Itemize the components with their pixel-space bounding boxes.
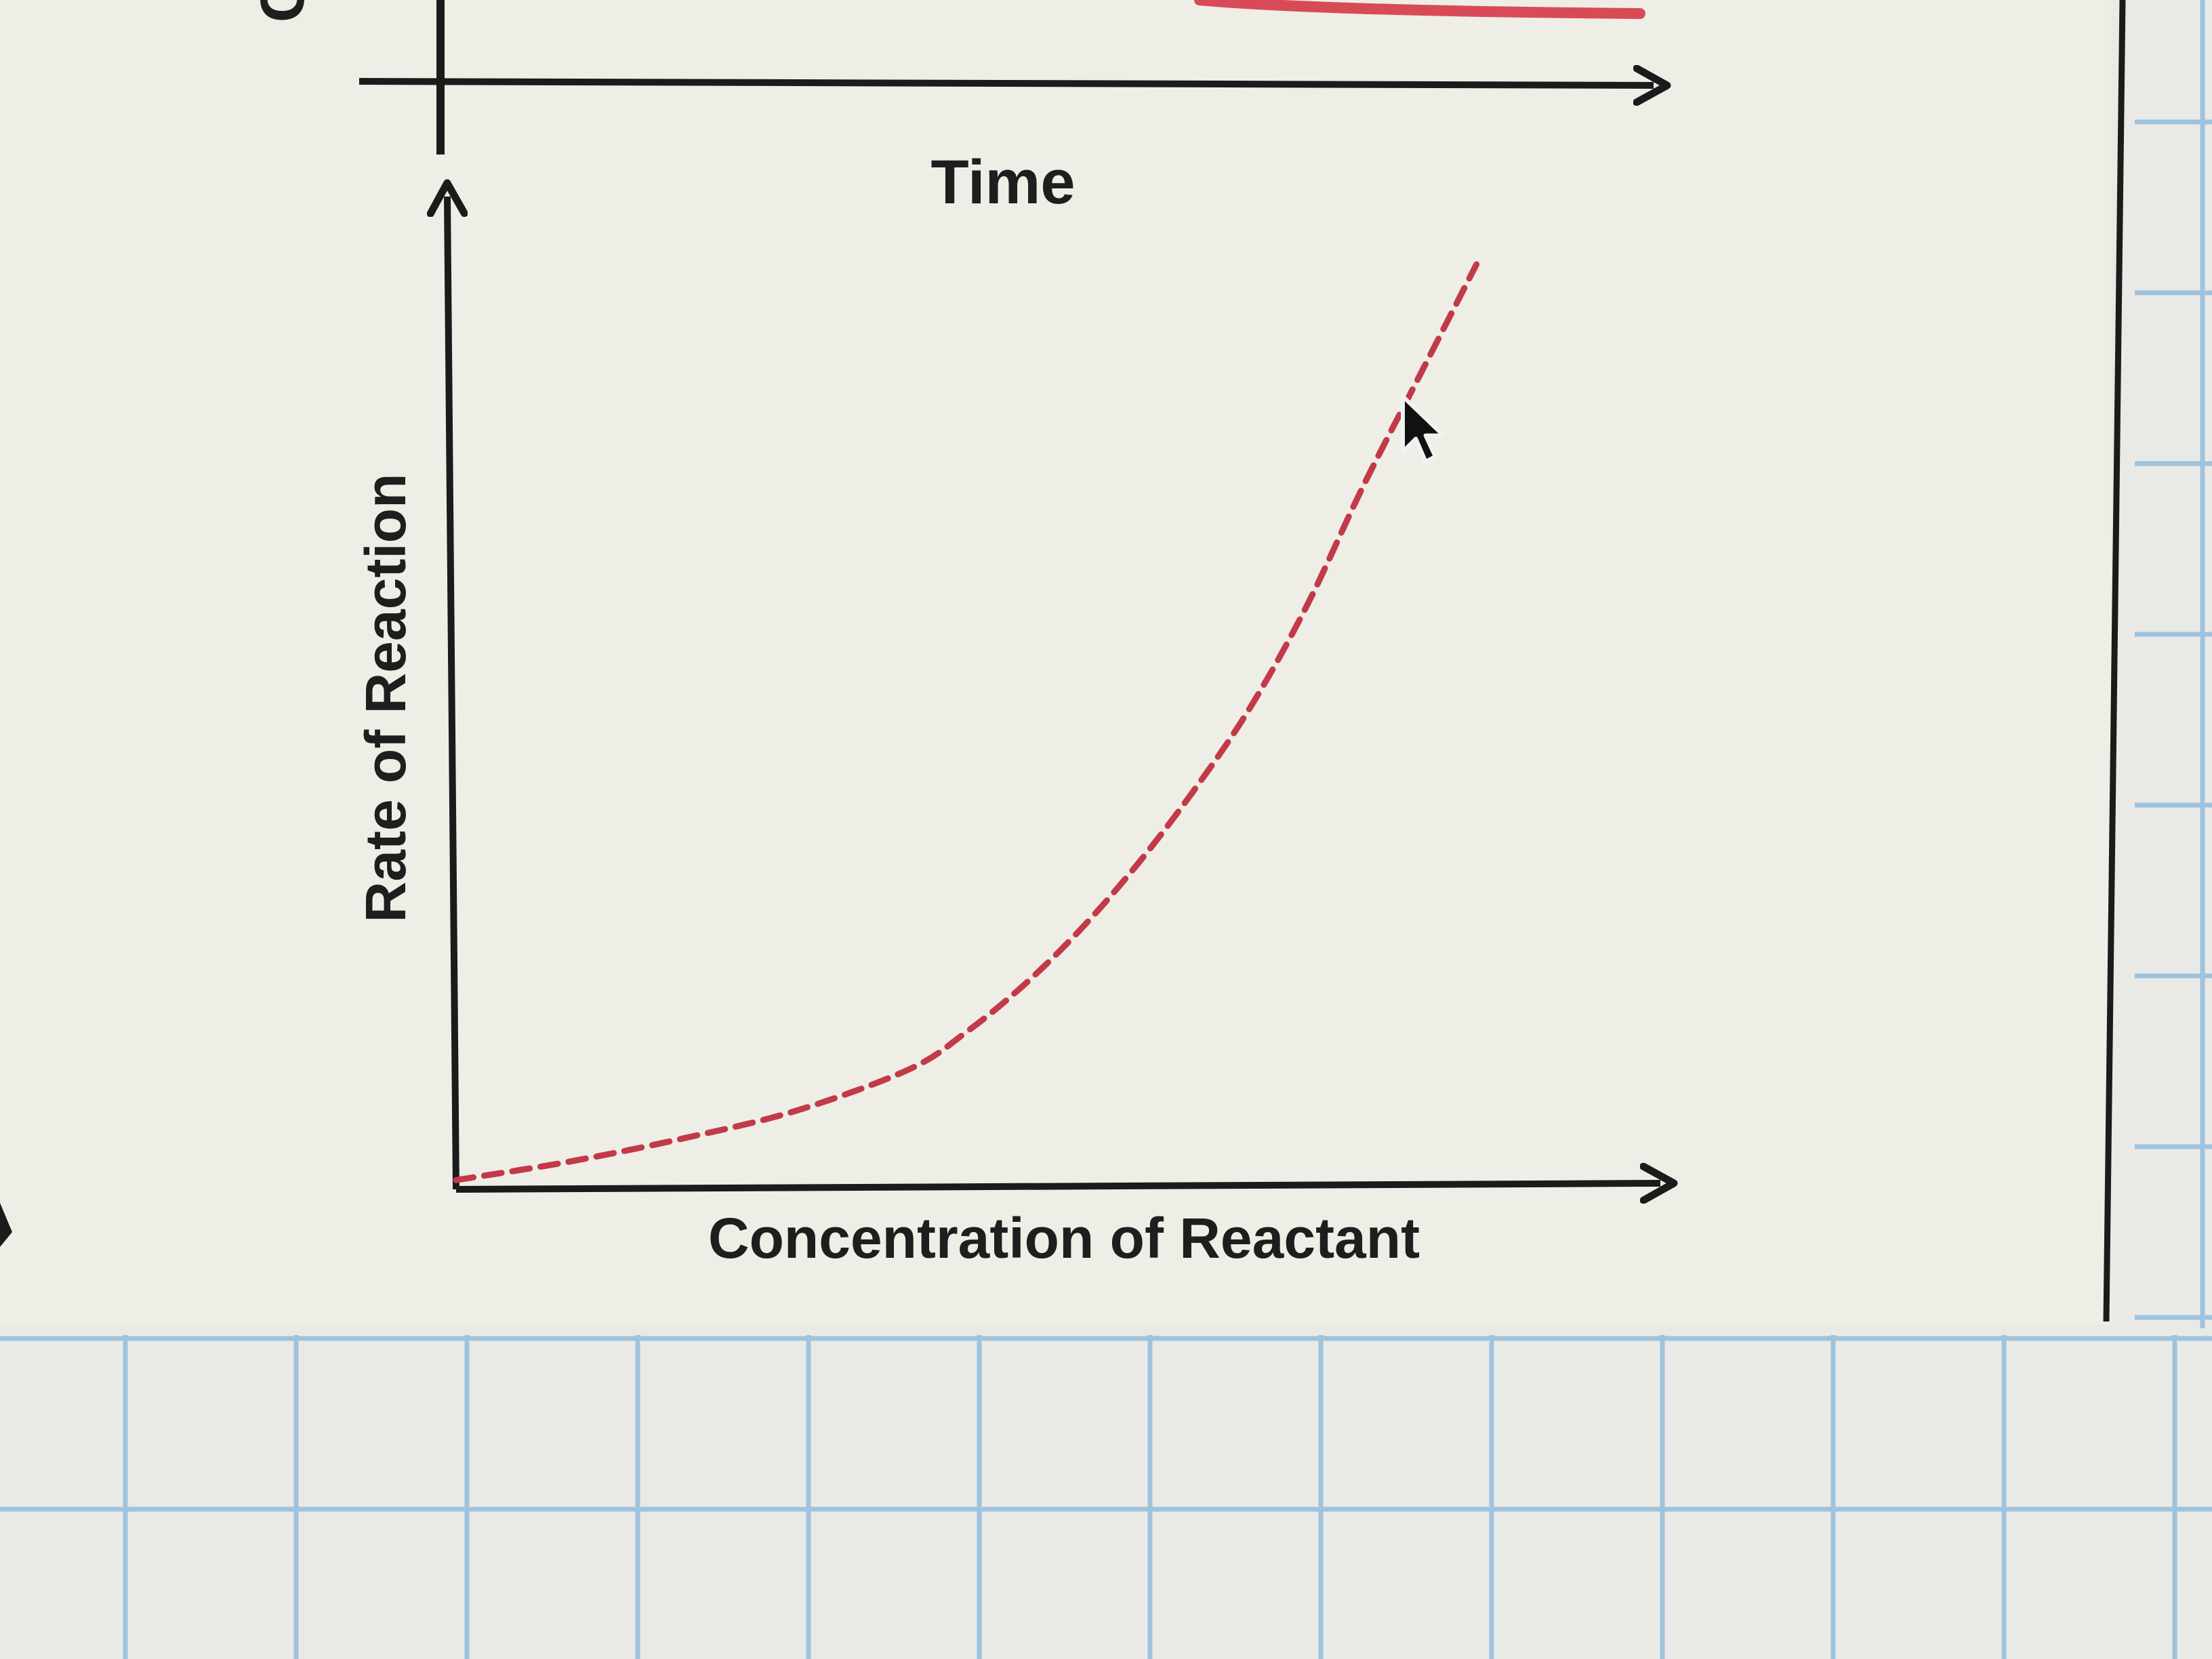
y-axis-line — [447, 197, 456, 1190]
top-chart-y-label-fragment: C — [248, 0, 317, 22]
series-line-0 — [453, 261, 1480, 1183]
worksheet-sheet — [0, 0, 2126, 1325]
sheet-surface — [0, 0, 2111, 1325]
top-chart-series-line — [1194, 0, 1645, 19]
sheet-border-right — [2103, 0, 2126, 1322]
top-chart: Time C — [248, 0, 1654, 217]
rate-chart: Concentration of Reactant Rate of Reacti… — [354, 197, 1660, 1270]
series-group — [453, 261, 1480, 1183]
top-chart-x-axis — [359, 81, 1654, 85]
top-chart-x-label: Time — [930, 148, 1075, 217]
mouse-pointer-icon — [1400, 394, 1446, 464]
left-edge-arrow-fragment — [0, 1203, 12, 1247]
x-axis-line — [455, 1183, 1660, 1189]
y-axis-label: Rate of Reaction — [354, 474, 417, 923]
x-axis-label: Concentration of Reactant — [708, 1206, 1420, 1270]
